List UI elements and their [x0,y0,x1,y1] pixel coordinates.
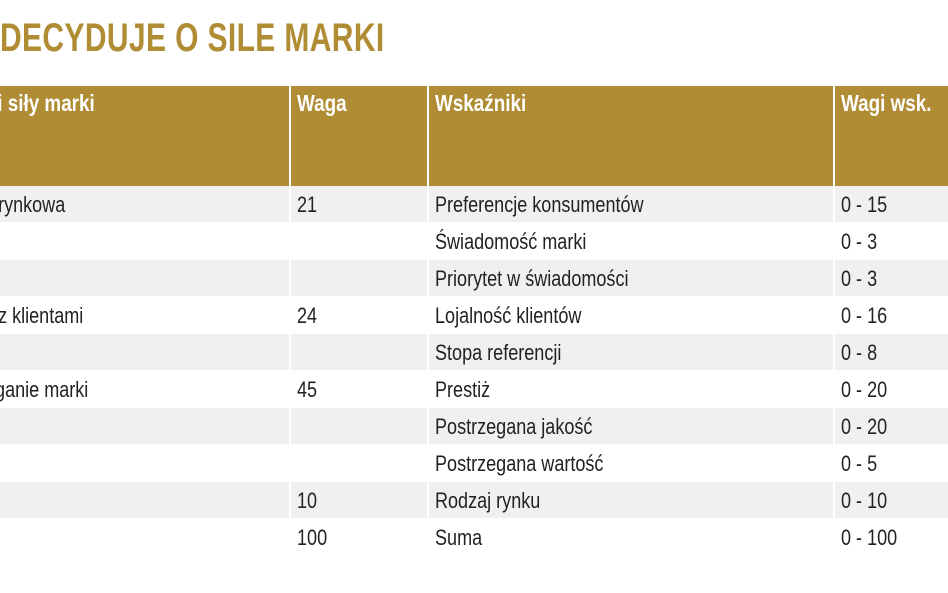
table-cell: Świadomość marki [429,223,835,259]
table-cell: Postrzegana wartość [429,445,835,481]
table-row: Świadomość marki 0 - 3 [0,223,948,260]
table-cell: 0 - 10 [841,488,888,513]
table-cell: cje z klientami [0,297,291,333]
header-cell: Waga [291,86,429,186]
table-cell: Postrzegana jakość [429,408,835,444]
table-cell: rzeganie marki [0,371,291,407]
table-cell [291,408,429,444]
table-cell [0,445,291,481]
table-cell: 0 - 5 [841,451,878,476]
table-row: Priorytet w świadomości 0 - 3 [0,260,948,297]
table-cell: 21 [291,186,429,222]
table-row: Postrzegana jakość 0 - 20 [0,408,948,445]
table-cell [0,408,291,444]
table-cell: a [0,519,291,555]
table-row: a100Suma0 - 100 [0,519,948,556]
table-cell: 0 - 100 [841,525,898,550]
table-cell: Suma [429,519,835,555]
table-cell: cja rynkowa [0,186,291,222]
table-cell: 0 - 3 [841,266,878,291]
table-cell [0,334,291,370]
page-title: DECYDUJE O SILE MARKI [0,16,385,60]
table-cell [291,445,429,481]
header-cell: Wagi wsk. [841,90,932,116]
table-row: Postrzegana wartość 0 - 5 [0,445,948,482]
table-cell [291,260,429,296]
table-cell: 100 [291,519,429,555]
table-cell [0,260,291,296]
table-cell: 0 - 16 [841,303,888,328]
table-cell: Lojalność klientów [429,297,835,333]
table-cell: 0 - 20 [841,377,888,402]
table-cell: 24 [291,297,429,333]
table-row: Stopa referencji 0 - 8 [0,334,948,371]
table-cell [291,223,429,259]
table-cell: 0 - 20 [841,414,888,439]
table-cell: 0 - 3 [841,229,878,254]
header-cell: Wskaźniki [429,86,835,186]
table-cell: 10 [291,482,429,518]
brand-strength-table: niki siły marki Waga Wskaźniki Wagi wsk.… [0,86,948,556]
table-cell: Rodzaj rynku [429,482,835,518]
table-cell: Preferencje konsumentów [429,186,835,222]
header-cell: niki siły marki [0,86,291,186]
table-cell: Stopa referencji [429,334,835,370]
table-cell: 0 - 8 [841,340,878,365]
table-cell: Priorytet w świadomości [429,260,835,296]
table-cell [291,334,429,370]
table-cell: 45 [291,371,429,407]
table-cell [0,223,291,259]
table-cell: 0 - 15 [841,192,888,217]
table-cell: k [0,482,291,518]
table-cell: Prestiż [429,371,835,407]
table-header: niki siły marki Waga Wskaźniki Wagi wsk. [0,86,948,186]
